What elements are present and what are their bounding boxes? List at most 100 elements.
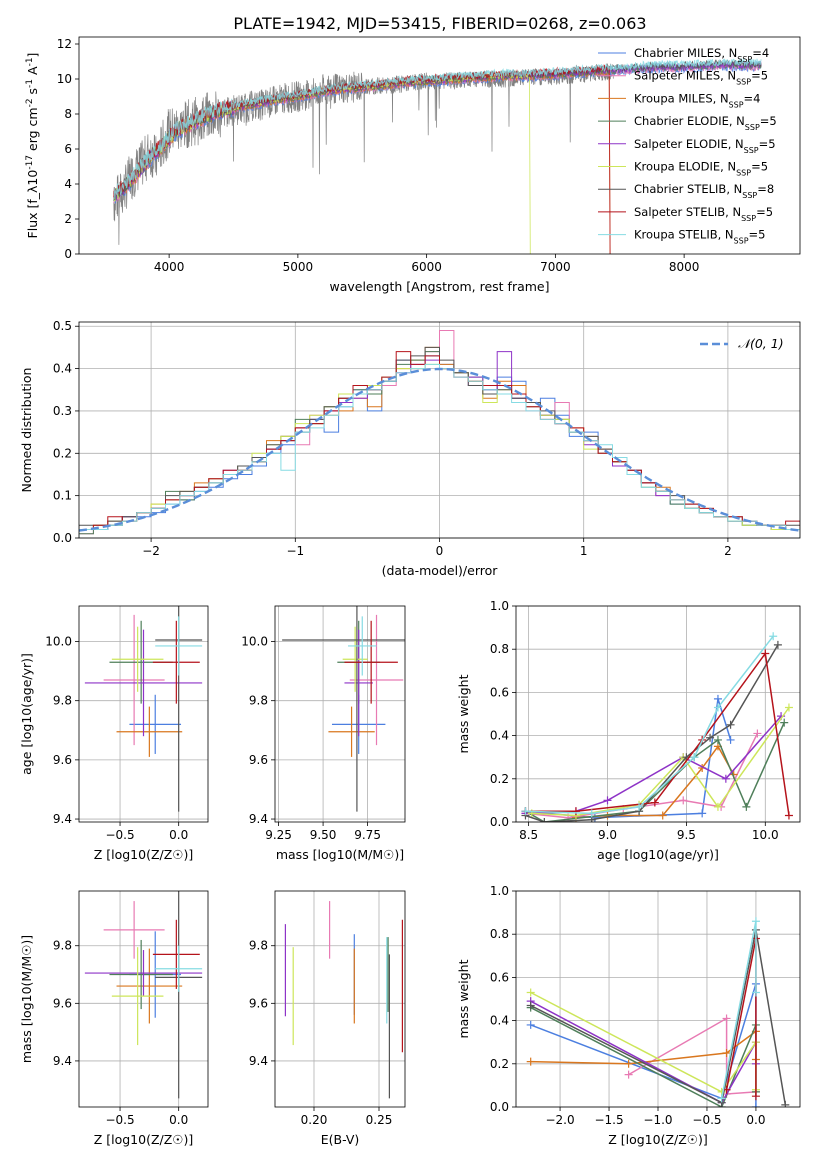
weight-vs-age-marker-3 — [658, 811, 667, 820]
weight-vs-age-panel: 8.5 9.0 9.5 10.0 0.0 0.2 0.4 0.6 0.8 1.0 age [log1… — [456, 599, 801, 862]
weight-vs-age-ylabel: mass weight — [456, 674, 471, 753]
age-vs-mass-panel: 9.25 9.50 9.75 9.4 9.6 9.8 10.0 mass [log10(M/M… — [241, 605, 406, 862]
legend-label-8: Salpeter STELIB, NSSP=5 — [634, 205, 773, 223]
weight-vs-Z-ytick-label: 1.0 — [490, 884, 509, 898]
residuals-xtick-label: 1 — [580, 544, 588, 558]
weight-vs-age-ytick-label: 0.0 — [490, 815, 509, 829]
gaussian-curve — [79, 367, 800, 532]
residuals-ytick-label: 0.1 — [53, 489, 72, 503]
age-vs-Z-ytick-label: 9.8 — [53, 694, 72, 708]
age-vs-mass-ytick-label: 10.0 — [241, 635, 268, 649]
weight-vs-age-ytick-label: 1.0 — [490, 599, 509, 613]
spectrum-xtick-label: 4000 — [154, 260, 185, 274]
weight-vs-Z-marker-8 — [751, 1092, 760, 1101]
spectrum-xtick-label: 6000 — [411, 260, 442, 274]
weight-vs-Z-ylabel: mass weight — [456, 959, 471, 1038]
mass-vs-Z-panel: −0.5 0.0 9.4 9.6 9.8 Z [log10(Z/Z☉)] mass [log… — [19, 890, 209, 1147]
weight-vs-age-marker-8 — [650, 798, 659, 807]
weight-vs-Z-ytick-label: 0.4 — [490, 1014, 509, 1028]
residuals-ytick-label: 0.5 — [53, 319, 72, 333]
spectrum-legend: Chabrier MILES, NSSP=4 Salpeter MILES, NS… — [598, 46, 777, 245]
weight-vs-age-ytick-label: 0.4 — [490, 729, 509, 743]
mass-vs-ebv-ytick-label: 9.6 — [249, 996, 268, 1010]
weight-vs-age-xtick-label: 9.0 — [598, 828, 617, 842]
mass-vs-Z-xtick-label: −0.5 — [105, 1113, 134, 1127]
weight-vs-age-axes-frame — [515, 605, 801, 823]
spectrum-ylabel: Flux [f_λ10-17 erg cm-2 s-1 A-1] — [25, 53, 40, 239]
weight-vs-Z-ytick-label: 0.8 — [490, 927, 509, 941]
age-vs-Z-ytick-label: 9.6 — [53, 753, 72, 767]
age-vs-mass-plot-area — [282, 606, 405, 812]
age-vs-Z-xtick-label: −0.5 — [105, 828, 134, 842]
residuals-xtick-label: 0 — [436, 544, 444, 558]
spectrum-xtick-label: 5000 — [283, 260, 314, 274]
weight-vs-Z-xtick-label: −0.5 — [692, 1113, 721, 1127]
mass-vs-ebv-panel: 0.20 0.25 9.4 9.6 9.8 E(B-V) — [249, 890, 406, 1147]
mass-vs-Z-plot-area — [84, 891, 203, 1099]
age-vs-Z-plot-area — [84, 606, 203, 812]
weight-vs-age-xtick-label: 9.5 — [677, 828, 696, 842]
legend-label-2: Salpeter MILES, NSSP=5 — [634, 69, 768, 87]
legend-label-6: Kroupa ELODIE, NSSP=5 — [634, 160, 768, 178]
weight-vs-age-marker-2 — [679, 796, 688, 805]
age-vs-mass-xtick-label: 9.75 — [354, 828, 381, 842]
weight-vs-Z-xlabel: Z [log10(Z/Z☉)] — [608, 1132, 708, 1147]
weight-vs-age-marker-9 — [713, 703, 722, 712]
age-vs-mass-xtick-label: 9.50 — [310, 828, 337, 842]
weight-vs-age-ytick-label: 0.6 — [490, 685, 509, 699]
weight-vs-age-marker-7 — [540, 818, 549, 822]
mass-vs-Z-ylabel: mass [log10(M/M☉)] — [19, 935, 34, 1063]
panels: Chabrier MILES, NSSP=4 Salpeter MILES, NS… — [19, 36, 801, 1147]
residuals-plot-area — [79, 330, 800, 538]
weight-vs-age-marker-7 — [726, 720, 735, 729]
weight-vs-Z-marker-9 — [717, 1094, 726, 1103]
residuals-ytick-label: 0.2 — [53, 446, 72, 460]
mass-vs-ebv-ytick-label: 9.4 — [249, 1054, 268, 1068]
weight-vs-age-marker-6 — [784, 703, 793, 712]
weight-vs-age-marker-4 — [742, 802, 751, 811]
age-vs-mass-xlabel: mass [log10(M/M☉)] — [276, 847, 404, 862]
spectrum-xlabel: wavelength [Angstrom, rest frame] — [329, 279, 549, 294]
residuals-legend: 𝒩(0, 1) — [700, 336, 784, 351]
weight-vs-age-xtick-label: 10.0 — [752, 828, 779, 842]
mass-vs-Z-ytick-label: 9.6 — [53, 996, 72, 1010]
residuals-xtick-label: −2 — [142, 544, 160, 558]
weight-vs-Z-marker-2 — [722, 1014, 731, 1023]
spectrum-ytick-label: 2 — [64, 212, 72, 226]
weight-vs-age-marker-9 — [769, 632, 778, 641]
spectrum-ytick-label: 4 — [64, 177, 72, 191]
spectrum-xtick-label: 7000 — [540, 260, 571, 274]
weight-vs-Z-plot-area — [526, 917, 790, 1107]
mass-vs-Z-xlabel: Z [log10(Z/Z☉)] — [94, 1132, 194, 1147]
weight-vs-age-marker-4 — [713, 735, 722, 744]
mass-vs-Z-xtick-label: 0.0 — [169, 1113, 188, 1127]
weight-vs-age-marker-5 — [721, 774, 730, 783]
residuals-xlabel: (data-model)/error — [382, 563, 499, 578]
age-vs-Z-ytick-label: 10.0 — [45, 635, 72, 649]
spectrum-ytick-label: 8 — [64, 107, 72, 121]
age-vs-mass-xtick-label: 9.25 — [265, 828, 292, 842]
weight-vs-age-line-6 — [531, 707, 790, 817]
spectrum-ytick-label: 12 — [57, 37, 72, 51]
weight-vs-Z-marker-3 — [722, 1049, 731, 1057]
weight-vs-Z-xtick-label: −1.5 — [594, 1113, 623, 1127]
age-vs-Z-panel: −0.5 0.0 9.4 9.6 9.8 10.0 Z [log10(Z/Z☉)] age [… — [19, 605, 209, 862]
residuals-ylabel: Normed distribution — [19, 368, 34, 493]
legend-label-3: Kroupa MILES, NSSP=4 — [634, 91, 760, 109]
weight-vs-age-marker-1 — [698, 809, 707, 818]
mass-vs-ebv-xtick-label: 0.25 — [366, 1113, 393, 1127]
weight-vs-age-marker-7 — [706, 733, 715, 742]
mass-vs-Z-ytick-label: 9.8 — [53, 939, 72, 953]
age-vs-Z-ylabel: age [log10(age/yr)] — [19, 653, 34, 775]
residuals-xtick-label: −1 — [286, 544, 304, 558]
weight-vs-Z-marker-3 — [526, 1057, 535, 1066]
weight-vs-Z-panel: −2.0 −1.5 −1.0 −0.5 0.0 0.0 0.2 0.4 0.6 0.8 1.0 Z [… — [456, 884, 801, 1147]
mass-vs-ebv-axes-frame — [274, 890, 406, 1108]
legend-label-1: Chabrier MILES, NSSP=4 — [634, 46, 769, 64]
age-vs-Z-xlabel: Z [log10(Z/Z☉)] — [94, 847, 194, 862]
age-vs-mass-ytick-label: 9.8 — [249, 694, 268, 708]
residuals-panel: 𝒩(0, 1) −2 −1 0 1 2 0.0 0.1 0.2 0.3 0.4 0.5 (data-mo… — [19, 319, 801, 578]
weight-vs-Z-marker-7 — [526, 1001, 535, 1010]
residuals-ytick-label: 0.0 — [53, 531, 72, 545]
